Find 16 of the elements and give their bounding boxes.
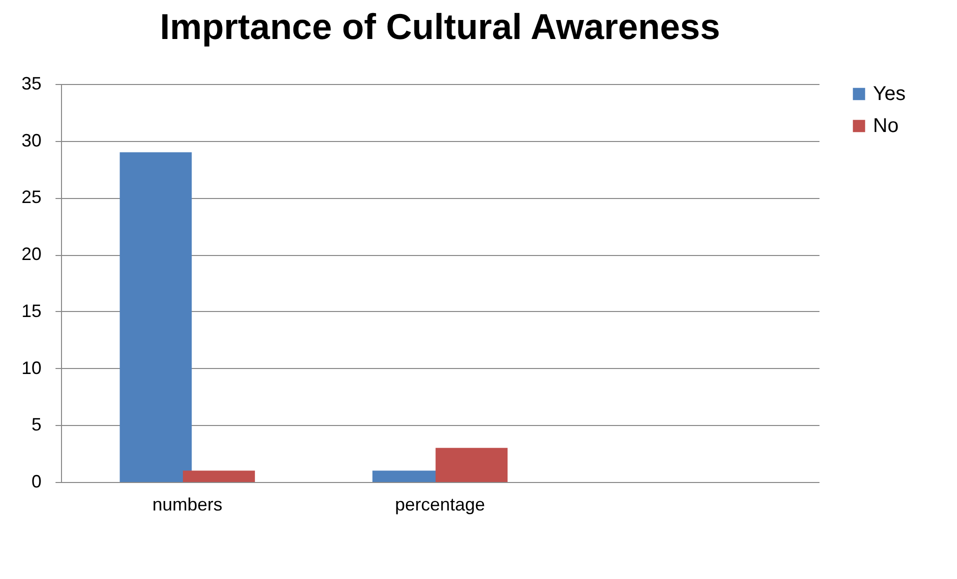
bar [120,152,192,482]
y-tick-label: 0 [31,472,42,492]
x-tick-label: percentage [394,494,486,514]
y-tick-label: 5 [31,414,42,435]
y-tick-label: 20 [21,244,42,264]
legend-label: Yes [873,83,906,105]
y-tick-label: 30 [21,130,42,150]
legend-label: No [873,115,899,137]
y-tick-label: 10 [21,358,42,378]
bar [436,448,508,482]
y-tick-label: 35 [21,74,42,94]
bar [182,470,255,482]
x-tick-label: numbers [152,494,222,514]
chart-title: Imprtance of Cultural Awareness [160,6,720,47]
y-tick-label: 15 [21,300,42,321]
y-tick-label: 25 [21,187,42,208]
